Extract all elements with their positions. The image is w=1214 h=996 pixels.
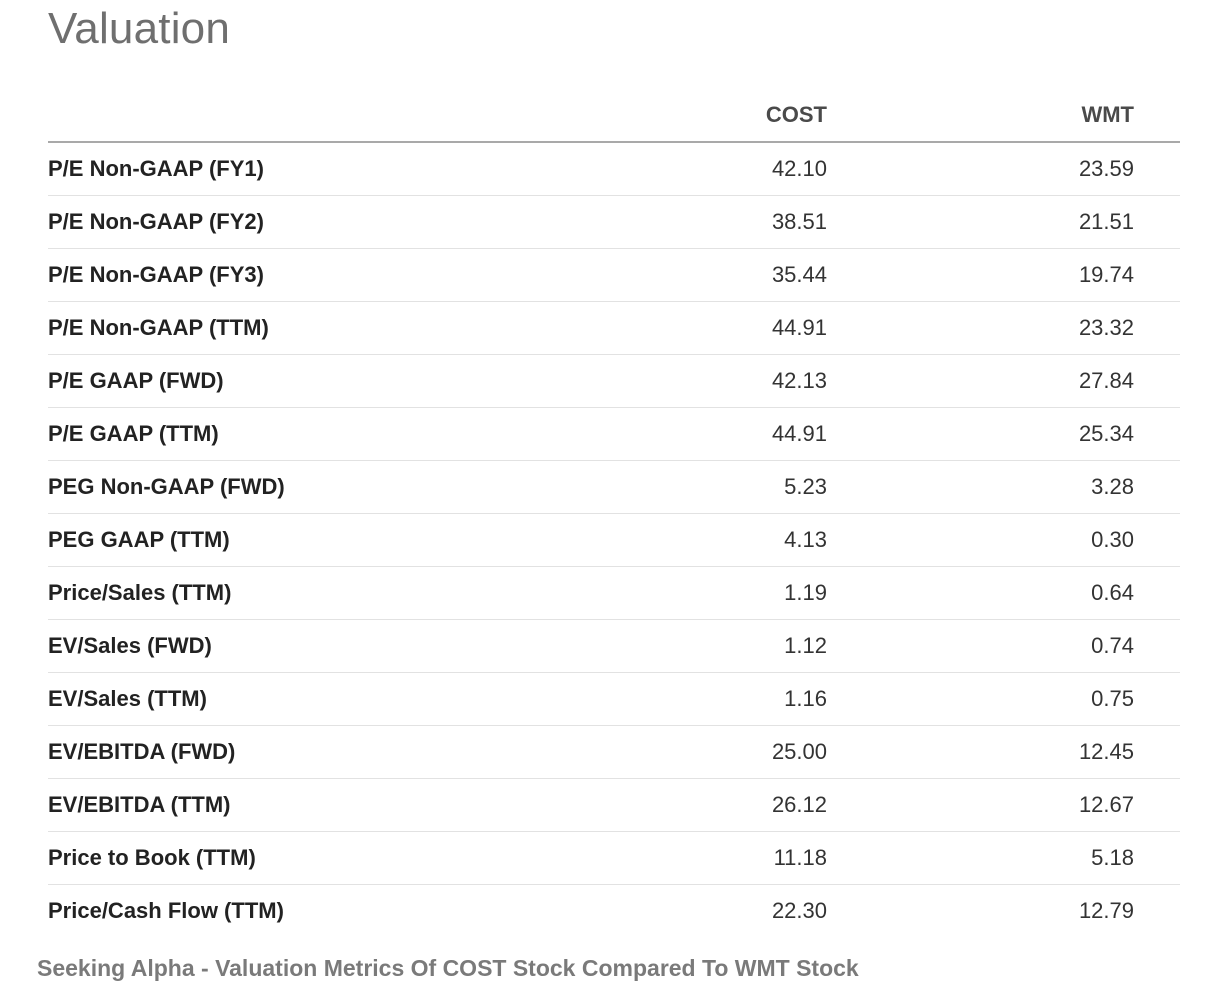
cost-value: 25.00 xyxy=(771,739,827,764)
wmt-value: 0.75 xyxy=(1091,686,1134,711)
wmt-value: 12.67 xyxy=(1078,792,1134,817)
cost-value: 5.23 xyxy=(784,474,827,499)
cost-value: 42.10 xyxy=(771,156,827,181)
metric-label: P/E Non-GAAP (TTM) xyxy=(48,315,269,340)
table-row: EV/Sales (TTM) 1.16 0.75 xyxy=(48,673,1180,726)
table-row: P/E Non-GAAP (TTM) 44.91 23.32 xyxy=(48,302,1180,355)
wmt-value: 21.51 xyxy=(1078,209,1134,234)
valuation-table: COST WMT P/E Non-GAAP (FY1) 42.10 23.59 … xyxy=(48,88,1180,937)
wmt-value: 23.32 xyxy=(1078,315,1134,340)
table-row: Price to Book (TTM) 11.18 5.18 xyxy=(48,832,1180,885)
cost-value: 1.19 xyxy=(784,580,827,605)
metric-label: Price to Book (TTM) xyxy=(48,845,256,870)
wmt-value: 19.74 xyxy=(1078,262,1134,287)
cost-value: 26.12 xyxy=(771,792,827,817)
metric-label: Price/Sales (TTM) xyxy=(48,580,232,605)
metric-label: EV/EBITDA (FWD) xyxy=(48,739,236,764)
column-header-wmt: WMT xyxy=(1081,102,1134,127)
table-row: P/E GAAP (TTM) 44.91 25.34 xyxy=(48,408,1180,461)
table-row: P/E Non-GAAP (FY2) 38.51 21.51 xyxy=(48,196,1180,249)
wmt-value: 0.74 xyxy=(1091,633,1134,658)
metric-label: EV/Sales (FWD) xyxy=(48,633,212,658)
column-header-cost: COST xyxy=(765,102,827,127)
metric-label: P/E GAAP (TTM) xyxy=(48,421,219,446)
metric-label: Price/Cash Flow (TTM) xyxy=(48,898,284,923)
metric-label: PEG GAAP (TTM) xyxy=(48,527,230,552)
cost-value: 1.16 xyxy=(784,686,827,711)
page-title: Valuation xyxy=(48,4,231,53)
metric-label: P/E Non-GAAP (FY2) xyxy=(48,209,264,234)
metric-label: PEG Non-GAAP (FWD) xyxy=(48,474,285,499)
table-header: COST WMT xyxy=(48,88,1180,143)
metric-label: EV/Sales (TTM) xyxy=(48,686,207,711)
cost-value: 35.44 xyxy=(771,262,827,287)
wmt-value: 3.28 xyxy=(1091,474,1134,499)
wmt-value: 12.79 xyxy=(1078,898,1134,923)
wmt-value: 5.18 xyxy=(1091,845,1134,870)
cost-value: 44.91 xyxy=(771,315,827,340)
table-row: P/E Non-GAAP (FY3) 35.44 19.74 xyxy=(48,249,1180,302)
table-row: EV/Sales (FWD) 1.12 0.74 xyxy=(48,620,1180,673)
cost-value: 1.12 xyxy=(784,633,827,658)
table-row: PEG Non-GAAP (FWD) 5.23 3.28 xyxy=(48,461,1180,514)
metric-label: EV/EBITDA (TTM) xyxy=(48,792,231,817)
table-row: P/E GAAP (FWD) 42.13 27.84 xyxy=(48,355,1180,408)
table-row: EV/EBITDA (TTM) 26.12 12.67 xyxy=(48,779,1180,832)
cost-value: 42.13 xyxy=(771,368,827,393)
cost-value: 44.91 xyxy=(771,421,827,446)
wmt-value: 23.59 xyxy=(1078,156,1134,181)
table-row: P/E Non-GAAP (FY1) 42.10 23.59 xyxy=(48,143,1180,196)
metric-label: P/E Non-GAAP (FY3) xyxy=(48,262,264,287)
source-caption: Seeking Alpha - Valuation Metrics Of COS… xyxy=(37,955,859,981)
cost-value: 22.30 xyxy=(771,898,827,923)
table-row: Price/Cash Flow (TTM) 22.30 12.79 xyxy=(48,885,1180,937)
wmt-value: 0.30 xyxy=(1091,527,1134,552)
wmt-value: 0.64 xyxy=(1091,580,1134,605)
wmt-value: 12.45 xyxy=(1078,739,1134,764)
table-row: EV/EBITDA (FWD) 25.00 12.45 xyxy=(48,726,1180,779)
wmt-value: 27.84 xyxy=(1078,368,1134,393)
cost-value: 4.13 xyxy=(784,527,827,552)
cost-value: 11.18 xyxy=(773,845,827,870)
table-body: P/E Non-GAAP (FY1) 42.10 23.59 P/E Non-G… xyxy=(48,143,1180,937)
table-row: PEG GAAP (TTM) 4.13 0.30 xyxy=(48,514,1180,567)
cost-value: 38.51 xyxy=(771,209,827,234)
table-row: Price/Sales (TTM) 1.19 0.64 xyxy=(48,567,1180,620)
metric-label: P/E Non-GAAP (FY1) xyxy=(48,156,264,181)
wmt-value: 25.34 xyxy=(1078,421,1134,446)
metric-label: P/E GAAP (FWD) xyxy=(48,368,224,393)
